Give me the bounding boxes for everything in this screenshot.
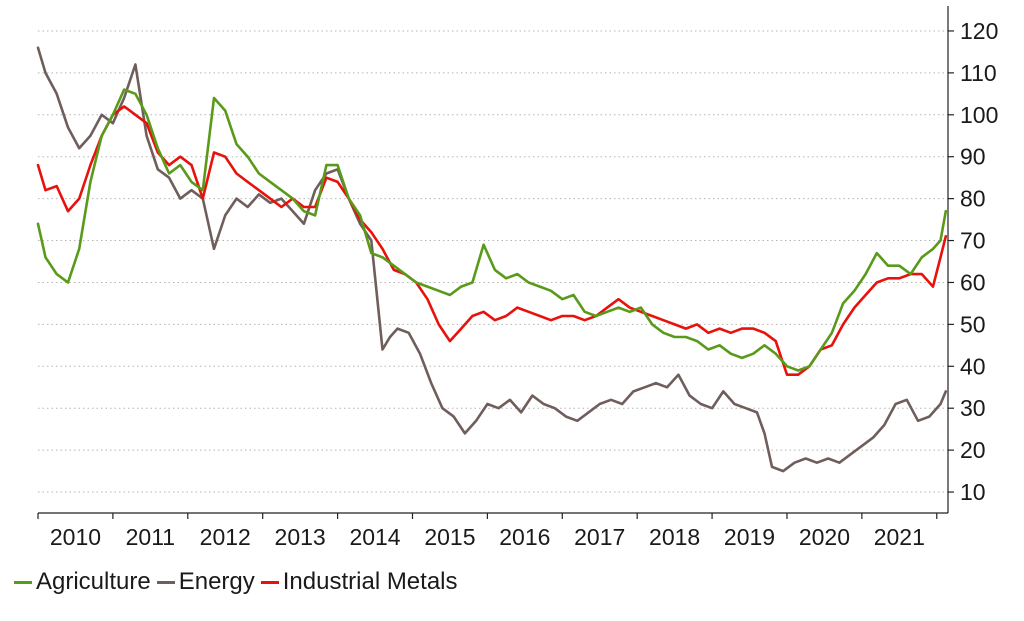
- series-lines: [36, 46, 948, 473]
- legend-swatch-industrial-metals: [260, 580, 279, 584]
- series-line-industrial-metals: [36, 105, 948, 377]
- x-tick-label-2020: 2020: [799, 524, 850, 550]
- series-line-energy: [36, 46, 948, 473]
- y-tick-label-40: 40: [960, 353, 986, 379]
- x-tick-label-2016: 2016: [499, 524, 550, 550]
- legend-swatch-agriculture: [14, 580, 32, 584]
- x-axis-tick-labels: 2010 2011 2012 2013 2014 2015 2016 2017 2018 2019…: [37, 513, 938, 550]
- gridlines: [38, 30, 948, 493]
- y-tick-label-120: 120: [960, 18, 998, 44]
- x-tick-label-2018: 2018: [649, 524, 700, 550]
- legend-item-agriculture: Agriculture: [14, 568, 151, 596]
- legend: Agriculture Energy Industrial Metals: [14, 568, 464, 596]
- y-tick-label-80: 80: [960, 186, 986, 212]
- legend-label-industrial-metals: Industrial Metals: [282, 568, 458, 595]
- x-tick-label-2011: 2011: [126, 524, 175, 550]
- legend-label-energy: Energy: [178, 568, 255, 595]
- x-tick-label-2010: 2010: [50, 524, 101, 550]
- legend-item-industrial-metals: Industrial Metals: [260, 568, 458, 596]
- x-tick-label-2015: 2015: [424, 524, 475, 550]
- y-tick-label-50: 50: [960, 311, 986, 337]
- legend-swatch-energy: [156, 580, 175, 584]
- y-tick-label-60: 60: [960, 269, 986, 295]
- x-tick-label-2012: 2012: [200, 524, 251, 550]
- x-tick-label-2019: 2019: [724, 524, 775, 550]
- x-tick-label-2021: 2021: [874, 524, 925, 550]
- series-line-agriculture: [36, 88, 948, 372]
- y-tick-label-70: 70: [960, 228, 986, 254]
- x-tick-label-2013: 2013: [275, 524, 326, 550]
- y-axis-tick-labels: 10 20 30 40 50 60 70 80 90 100 110 120: [948, 18, 998, 505]
- y-tick-label-10: 10: [960, 479, 986, 505]
- x-tick-label-2017: 2017: [574, 524, 625, 550]
- legend-item-energy: Energy: [156, 568, 255, 596]
- legend-label-agriculture: Agriculture: [36, 568, 151, 595]
- y-tick-label-90: 90: [960, 144, 986, 170]
- y-tick-label-20: 20: [960, 437, 986, 463]
- y-tick-label-30: 30: [960, 395, 986, 421]
- y-tick-label-100: 100: [960, 102, 998, 128]
- y-tick-label-110: 110: [960, 60, 997, 86]
- x-tick-label-2014: 2014: [349, 524, 400, 550]
- axes: [38, 6, 949, 514]
